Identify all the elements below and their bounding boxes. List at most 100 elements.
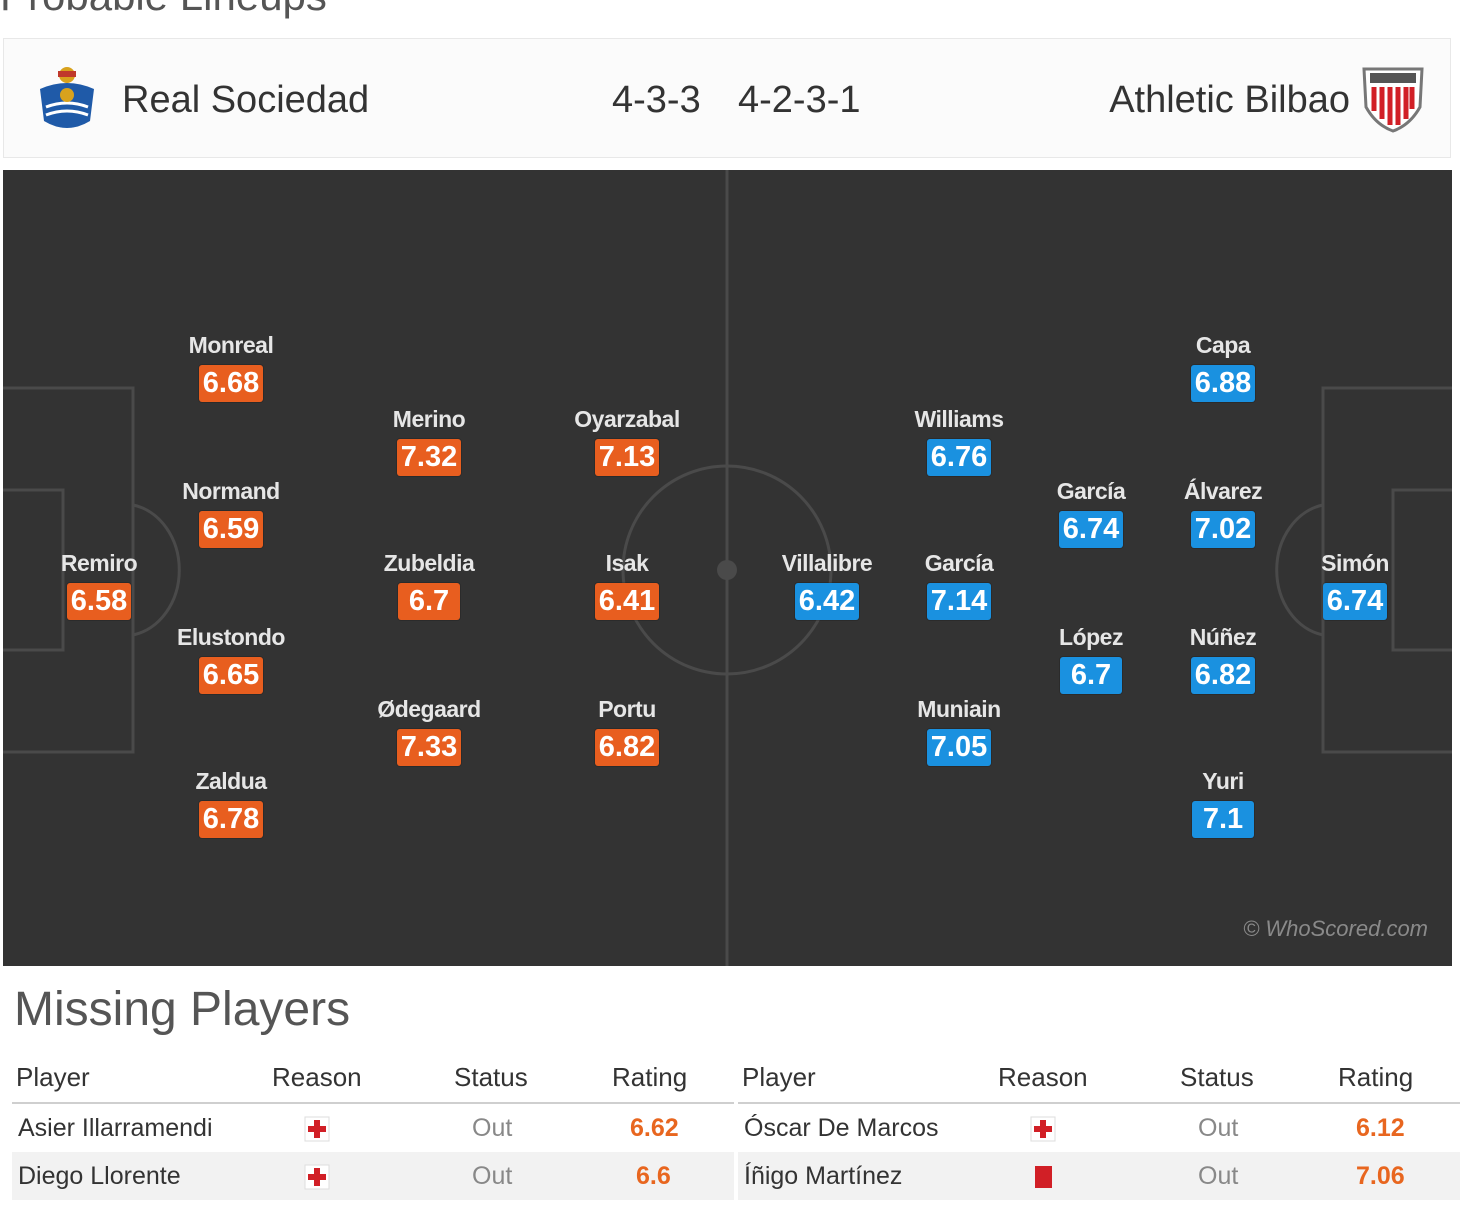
- player-rating: 6.6: [636, 1162, 671, 1190]
- home-formation: 4-3-3: [612, 79, 701, 121]
- header-reason: Reason: [272, 1062, 362, 1092]
- player-name[interactable]: García: [1056, 478, 1126, 504]
- player-name[interactable]: Núñez: [1189, 624, 1257, 650]
- table-row[interactable]: Óscar De Marcos Out 6.12: [738, 1104, 1460, 1152]
- home-player[interactable]: Remiro 6.58: [9, 550, 189, 620]
- player-rating-badge: 6.74: [1058, 511, 1124, 548]
- table-row[interactable]: Diego Llorente Out 6.6: [12, 1152, 734, 1200]
- player-name[interactable]: Zaldua: [195, 768, 267, 794]
- player-name[interactable]: Asier Illarramendi: [18, 1114, 213, 1142]
- player-name[interactable]: Diego Llorente: [18, 1162, 181, 1190]
- home-player[interactable]: Elustondo 6.65: [141, 624, 321, 694]
- table-row[interactable]: Íñigo Martínez Out 7.06: [738, 1152, 1460, 1200]
- player-name[interactable]: Monreal: [188, 332, 274, 358]
- player-name[interactable]: Remiro: [60, 550, 138, 576]
- athletic-bilbao-crest-icon: [1362, 67, 1424, 133]
- player-status: Out: [472, 1162, 513, 1190]
- home-player[interactable]: Portu 6.82: [537, 696, 717, 766]
- header-rating: Rating: [612, 1062, 688, 1092]
- away-player[interactable]: Simón 6.74: [1265, 550, 1445, 620]
- pitch-lines: [3, 170, 1452, 966]
- away-missing-table: Player Reason Status Rating Óscar De Mar…: [738, 1052, 1460, 1200]
- player-rating-badge: 7.02: [1190, 511, 1256, 548]
- home-player[interactable]: Normand 6.59: [141, 478, 321, 548]
- home-player[interactable]: Merino 7.32: [339, 406, 519, 476]
- home-player[interactable]: Isak 6.41: [537, 550, 717, 620]
- home-player[interactable]: Monreal 6.68: [141, 332, 321, 402]
- away-player[interactable]: García 6.74: [1001, 478, 1181, 548]
- player-name[interactable]: Álvarez: [1183, 478, 1263, 504]
- table-row[interactable]: Asier Illarramendi Out 6.62: [12, 1104, 734, 1152]
- home-player[interactable]: Zaldua 6.78: [141, 768, 321, 838]
- player-status: Out: [1198, 1162, 1239, 1190]
- player-rating-badge: 6.82: [594, 729, 660, 766]
- player-rating-badge: 6.74: [1322, 583, 1388, 620]
- header-status: Status: [1180, 1062, 1254, 1092]
- section-title: Probable Lineups: [0, 0, 327, 20]
- player-name[interactable]: Ødegaard: [377, 696, 481, 722]
- player-name[interactable]: Isak: [605, 550, 649, 576]
- player-rating-badge: 6.7: [398, 583, 460, 620]
- player-name[interactable]: Íñigo Martínez: [744, 1162, 903, 1190]
- home-player[interactable]: Oyarzabal 7.13: [537, 406, 717, 476]
- player-rating-badge: 6.58: [66, 583, 132, 620]
- player-rating: 6.12: [1356, 1114, 1405, 1142]
- player-name[interactable]: Elustondo: [177, 624, 285, 650]
- player-rating-badge: 6.82: [1190, 657, 1256, 694]
- away-player[interactable]: Núñez 6.82: [1133, 624, 1313, 694]
- header-rating: Rating: [1338, 1062, 1414, 1092]
- player-rating-badge: 6.65: [198, 657, 264, 694]
- missing-players-title: Missing Players: [14, 983, 351, 1036]
- away-player[interactable]: Villalibre 6.42: [737, 550, 917, 620]
- home-player[interactable]: Ødegaard 7.33: [339, 696, 519, 766]
- table-header: Player Reason Status Rating: [738, 1052, 1460, 1104]
- away-player[interactable]: López 6.7: [1001, 624, 1181, 694]
- away-player[interactable]: Williams 6.76: [869, 406, 1049, 476]
- player-rating: 6.62: [630, 1114, 679, 1142]
- table-header: Player Reason Status Rating: [12, 1052, 734, 1104]
- teams-header: Real Sociedad 4-3-3 4-2-3-1 Athletic Bil…: [3, 38, 1451, 158]
- away-player[interactable]: Álvarez 7.02: [1133, 478, 1313, 548]
- player-name[interactable]: Capa: [1195, 332, 1251, 358]
- injury-icon: [304, 1164, 330, 1190]
- player-name[interactable]: García: [924, 550, 994, 576]
- whoscored-watermark: © WhoScored.com: [1243, 916, 1428, 941]
- header-reason: Reason: [998, 1062, 1088, 1092]
- header-player: Player: [742, 1062, 816, 1092]
- player-rating-badge: 6.7: [1060, 657, 1122, 694]
- player-rating-badge: 7.05: [926, 729, 992, 766]
- player-status: Out: [1198, 1114, 1239, 1142]
- injury-icon: [1030, 1116, 1056, 1142]
- away-team-name[interactable]: Athletic Bilbao: [1109, 79, 1350, 121]
- away-player[interactable]: Muniain 7.05: [869, 696, 1049, 766]
- player-rating-badge: 6.68: [198, 365, 264, 402]
- player-name[interactable]: Oyarzabal: [574, 406, 680, 432]
- player-rating: 7.06: [1356, 1162, 1405, 1190]
- home-player[interactable]: Zubeldia 6.7: [339, 550, 519, 620]
- away-player[interactable]: Capa 6.88: [1133, 332, 1313, 402]
- away-player[interactable]: Yuri 7.1: [1133, 768, 1313, 838]
- player-name[interactable]: Muniain: [917, 696, 1001, 722]
- player-status: Out: [472, 1114, 513, 1142]
- away-player[interactable]: García 7.14: [869, 550, 1049, 620]
- header-player: Player: [16, 1062, 90, 1092]
- player-rating-badge: 7.13: [594, 439, 660, 476]
- player-rating-badge: 7.1: [1192, 801, 1254, 838]
- player-name[interactable]: López: [1059, 624, 1123, 650]
- player-name[interactable]: Merino: [392, 406, 466, 432]
- player-name[interactable]: Williams: [914, 406, 1004, 432]
- player-name[interactable]: Yuri: [1202, 768, 1244, 794]
- player-name[interactable]: Normand: [182, 478, 280, 504]
- player-name[interactable]: Óscar De Marcos: [744, 1114, 939, 1142]
- away-formation: 4-2-3-1: [738, 79, 861, 121]
- player-rating-badge: 6.88: [1190, 365, 1256, 402]
- player-name[interactable]: Zubeldia: [383, 550, 475, 576]
- player-name[interactable]: Portu: [598, 696, 656, 722]
- header-status: Status: [454, 1062, 528, 1092]
- home-missing-table: Player Reason Status Rating Asier Illarr…: [12, 1052, 734, 1200]
- home-team-name[interactable]: Real Sociedad: [122, 79, 370, 121]
- player-name[interactable]: Simón: [1321, 550, 1389, 576]
- player-name[interactable]: Villalibre: [781, 550, 873, 576]
- real-sociedad-crest-icon: [40, 67, 94, 128]
- player-rating-badge: 7.33: [396, 729, 462, 766]
